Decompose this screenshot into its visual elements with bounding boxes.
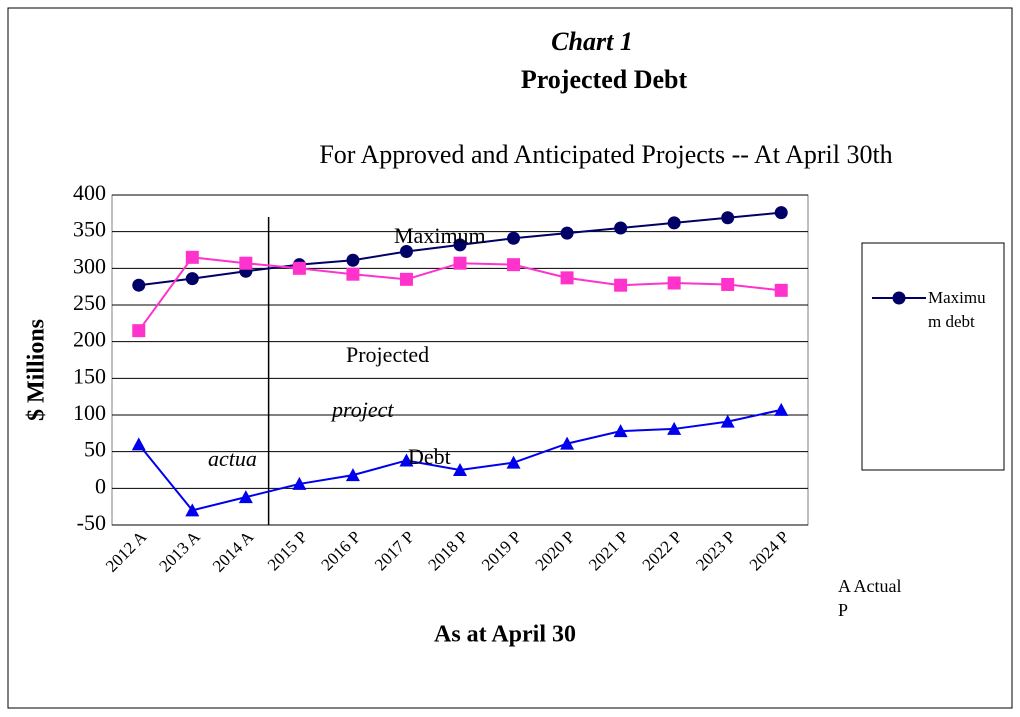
x-axis-label: As at April 30 — [434, 622, 576, 648]
annotation: actua — [208, 446, 257, 471]
y-tick-label: 400 — [73, 180, 106, 205]
marker — [292, 261, 306, 275]
marker — [185, 250, 199, 264]
marker — [721, 211, 735, 225]
marker — [345, 468, 360, 482]
legend-label-box: Maximum debt — [928, 288, 986, 331]
y-tick-label: 150 — [73, 363, 106, 388]
marker — [892, 291, 906, 305]
marker — [721, 277, 735, 291]
y-tick-label: -50 — [77, 510, 106, 535]
marker — [399, 272, 413, 286]
annotation: project — [330, 397, 394, 422]
marker — [560, 226, 574, 240]
chart-caption: For Approved and Anticipated Projects --… — [319, 140, 892, 169]
y-axis-label: $ Millions — [24, 319, 50, 421]
annotation: Debt — [408, 444, 451, 469]
legend-label: Maximum debt — [928, 288, 986, 331]
legend-box — [861, 242, 1005, 471]
y-tick-label: 0 — [95, 473, 106, 498]
marker — [399, 453, 414, 467]
marker — [560, 271, 574, 285]
marker — [292, 476, 307, 490]
marker — [453, 256, 467, 270]
marker — [667, 421, 682, 435]
marker — [131, 437, 146, 451]
marker — [667, 216, 681, 230]
marker — [132, 324, 146, 338]
marker — [614, 278, 628, 292]
y-tick-label: 350 — [73, 217, 106, 242]
marker — [239, 256, 253, 270]
marker — [614, 221, 628, 235]
marker — [774, 283, 788, 297]
marker — [774, 206, 788, 220]
marker — [774, 402, 789, 416]
y-tick-label: 250 — [73, 290, 106, 315]
marker — [453, 238, 467, 252]
y-tick-label: 100 — [73, 400, 106, 425]
note: A Actual — [838, 576, 902, 596]
marker — [399, 244, 413, 258]
chart-subtitle: Projected Debt — [521, 65, 688, 94]
y-tick-label: 50 — [84, 437, 106, 462]
marker — [453, 463, 467, 476]
y-tick-label: 300 — [73, 253, 106, 278]
marker — [507, 231, 521, 245]
marker — [132, 278, 146, 292]
marker — [346, 267, 360, 281]
marker — [346, 253, 360, 267]
marker — [185, 503, 200, 517]
marker — [667, 276, 681, 290]
marker — [238, 490, 253, 504]
marker — [507, 258, 521, 272]
y-tick-label: 200 — [73, 327, 106, 352]
note: P — [838, 600, 848, 620]
marker — [185, 272, 199, 286]
annotation: Maximum — [394, 223, 486, 248]
marker — [506, 455, 521, 469]
marker — [613, 424, 628, 438]
annotation: Projected — [346, 342, 429, 367]
marker — [560, 436, 575, 450]
chart-title: Chart 1 — [551, 27, 633, 56]
marker — [720, 414, 735, 428]
